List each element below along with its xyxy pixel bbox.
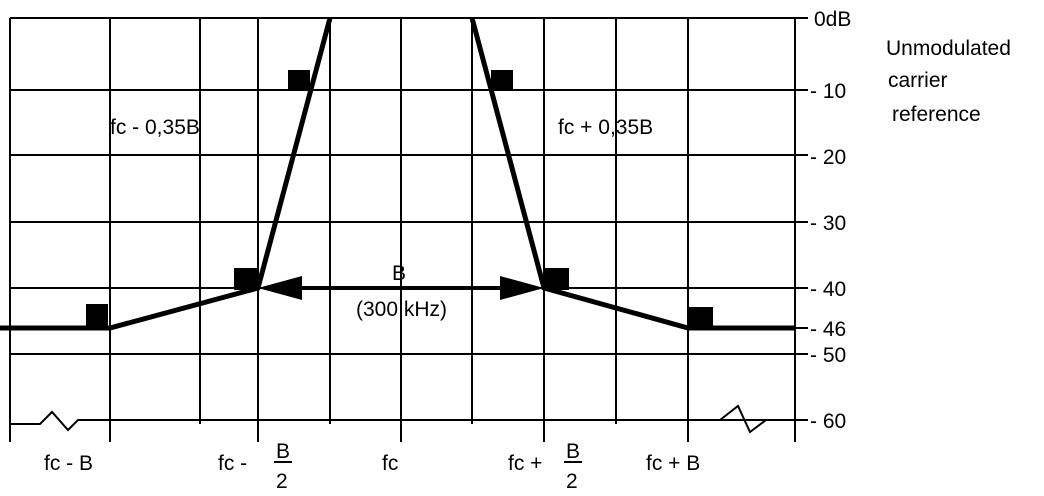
y-axis-labels: 0dB - 10 - 20 - 30 - 40 - 46 - 50 - 60 xyxy=(810,8,851,433)
square-marker xyxy=(234,268,258,290)
x-label-fc-plus-b-den: 2 xyxy=(566,470,578,493)
spectrum-mask-line-right xyxy=(469,17,795,331)
side-note-line2: carrier xyxy=(888,69,948,92)
x-label-fc: fc xyxy=(382,452,398,475)
x-label-fc-minus-prefix: fc - xyxy=(218,452,247,475)
y-label-30: - 30 xyxy=(810,212,846,235)
annotation-left-point: fc - 0,35B xyxy=(110,116,200,139)
y-label-10: - 10 xyxy=(810,80,846,103)
axis-break-baseline xyxy=(10,404,795,434)
square-marker xyxy=(689,307,713,329)
bandwidth-arrow xyxy=(258,276,544,300)
x-label-fc-plus-prefix: fc + xyxy=(508,452,542,475)
x-label-fc-minus-b: fc - B xyxy=(44,452,93,475)
side-note-line3: reference xyxy=(892,103,981,126)
spectrum-mask-line xyxy=(0,17,333,331)
annotation-bandwidth: B xyxy=(392,262,406,285)
y-label-20: - 20 xyxy=(810,146,846,169)
y-label-50: - 50 xyxy=(810,344,846,367)
y-ticks xyxy=(795,17,808,421)
broken-axis-line-right xyxy=(719,404,795,434)
square-marker xyxy=(545,268,569,290)
grid-horizontal-lines xyxy=(10,17,795,355)
y-label-40: - 40 xyxy=(810,278,846,301)
broken-axis-line xyxy=(10,410,795,432)
y-label-60: - 60 xyxy=(810,410,846,433)
x-label-fc-minus-b-den: 2 xyxy=(276,470,288,493)
arrowhead-right-icon xyxy=(500,276,544,300)
grid-vertical-lines xyxy=(9,18,796,442)
square-marker xyxy=(288,70,310,90)
square-markers xyxy=(86,70,713,329)
square-marker xyxy=(86,304,108,326)
annotation-bandwidth-value: (300 kHz) xyxy=(356,298,447,321)
y-label-0db: 0dB xyxy=(814,8,851,31)
x-label-fc-minus-b-num: B xyxy=(276,440,290,463)
arrowhead-left-icon xyxy=(258,276,302,300)
y-label-46: - 46 xyxy=(810,318,846,341)
x-label-fc-plus-b-num: B xyxy=(566,440,580,463)
square-marker xyxy=(491,70,513,90)
annotation-right-point: fc + 0,35B xyxy=(558,116,653,139)
side-note-line1: Unmodulated xyxy=(886,37,1011,60)
x-label-fc-plus-b: fc + B xyxy=(646,452,700,475)
